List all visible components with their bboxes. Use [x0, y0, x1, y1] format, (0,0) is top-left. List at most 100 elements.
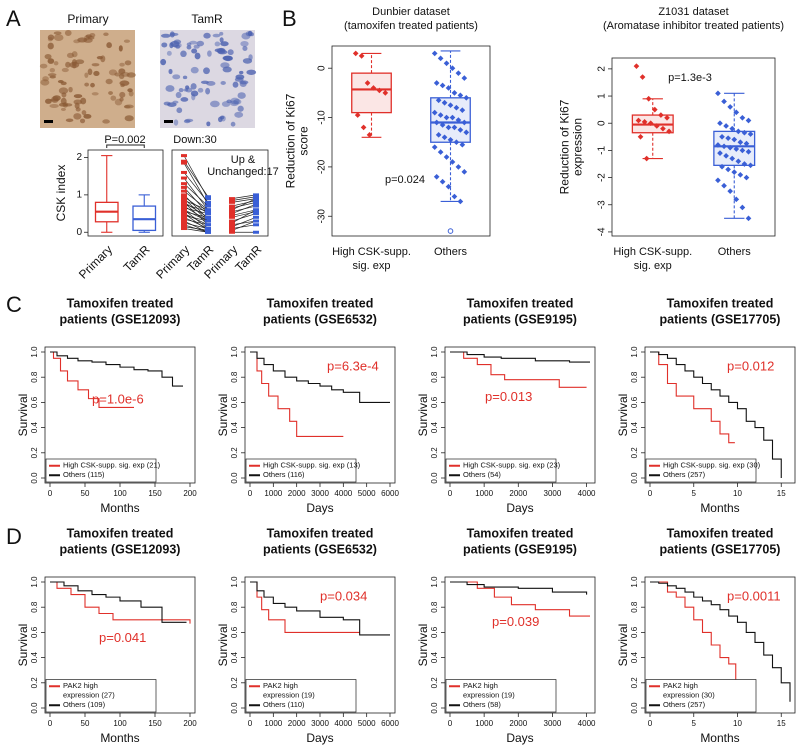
nucleus — [166, 50, 172, 56]
nucleus — [123, 39, 130, 43]
x-tick-label: 4000 — [334, 719, 352, 728]
nucleus — [49, 103, 59, 109]
pair-line — [183, 215, 209, 222]
y-tick-label: 0.6 — [30, 396, 39, 408]
legend-label: PAK2 high — [263, 681, 298, 690]
data-point — [725, 166, 731, 173]
nucleus — [114, 98, 123, 106]
survival-curve — [450, 351, 590, 363]
survival-curve — [50, 581, 187, 623]
x-tick-label: TamR — [121, 242, 153, 274]
nucleus — [230, 97, 240, 105]
data-point — [745, 215, 752, 222]
data-point — [651, 106, 658, 113]
legend-box — [45, 458, 157, 483]
pair-line — [231, 211, 257, 218]
data-point — [721, 143, 727, 150]
nucleus — [189, 40, 198, 45]
point-before — [229, 212, 235, 216]
y-tick-label: 0.6 — [230, 396, 239, 408]
x-tick-label: 2000 — [509, 719, 527, 728]
data-point — [719, 163, 725, 170]
nucleus — [77, 37, 88, 43]
y-tick-label: 0.2 — [230, 677, 239, 689]
data-point — [443, 154, 450, 160]
x-tick-label: 0 — [48, 719, 53, 728]
x-tick-label: 2000 — [288, 719, 306, 728]
nucleus — [203, 32, 211, 39]
nucleus — [209, 100, 220, 108]
x-tick-label: Others — [434, 246, 468, 258]
data-point — [463, 129, 470, 136]
outlier — [447, 228, 454, 234]
data-point — [715, 142, 721, 148]
x-tick-label: 0 — [648, 719, 653, 728]
x-tick-label: 150 — [148, 719, 162, 728]
nucleus — [194, 52, 201, 60]
nucleus — [58, 87, 69, 95]
pair-line — [183, 222, 209, 229]
x-tick-label: 0 — [448, 719, 453, 728]
x-tick-label: High CSK-supp. — [332, 246, 411, 258]
nucleus — [127, 88, 133, 93]
y-tick-label: 2 — [76, 152, 82, 163]
nucleus — [58, 102, 68, 107]
pair-line — [183, 183, 209, 207]
chart-title: patients (GSE9195) — [463, 312, 577, 326]
point-after — [253, 197, 259, 201]
point-before — [181, 225, 187, 229]
legend-label: High CSK-supp. sig. exp (23) — [463, 461, 561, 470]
data-point — [666, 128, 672, 135]
data-point — [437, 55, 444, 62]
data-point — [745, 148, 752, 155]
pair-line — [231, 203, 257, 214]
y-axis-label: Survival — [16, 394, 30, 437]
nucleus — [60, 107, 66, 111]
y-axis-label: Survival — [216, 394, 230, 437]
plot-frame — [87, 149, 164, 237]
y-tick-label: 1 — [597, 93, 608, 99]
survival-curve — [50, 351, 183, 387]
x-tick-label: sig. exp — [353, 260, 391, 272]
y-tick-label: 0 — [597, 120, 608, 126]
nucleus — [114, 72, 121, 77]
nucleus — [183, 119, 191, 124]
data-point — [453, 104, 460, 111]
point-before — [181, 193, 187, 197]
nucleus — [87, 36, 95, 40]
data-point — [733, 196, 740, 203]
chart-title: patients (GSE17705) — [660, 542, 781, 556]
data-point — [733, 109, 740, 116]
pair-line — [231, 209, 257, 216]
y-tick-label: 0.0 — [30, 702, 39, 714]
data-point — [354, 112, 361, 118]
data-point — [459, 107, 466, 113]
legend-label: Others (110) — [263, 700, 305, 709]
y-tick-label: 0.6 — [430, 396, 439, 408]
point-after — [205, 228, 211, 232]
nucleus — [53, 31, 62, 35]
y-axis-label: score — [297, 126, 311, 156]
y-tick-label: 0.4 — [430, 651, 439, 663]
pair-line — [183, 190, 209, 211]
survival-curve — [650, 581, 737, 708]
point-before — [181, 223, 187, 227]
y-tick-label: 1.0 — [30, 576, 39, 588]
y-axis-label: Survival — [16, 624, 30, 667]
legend-box — [245, 458, 357, 483]
nucleus — [168, 68, 173, 75]
data-point — [370, 85, 377, 91]
data-point — [739, 204, 746, 211]
y-tick-label: -3 — [597, 200, 608, 209]
chart-title: (Aromatase inhibitor treated patients) — [603, 20, 784, 32]
data-point — [443, 114, 450, 121]
y-tick-label: 0 — [76, 227, 82, 238]
plot-frame — [644, 346, 796, 484]
nucleus — [47, 34, 55, 41]
chart-title: patients (GSE17705) — [660, 312, 781, 326]
nucleus — [42, 76, 49, 82]
chart-title: Tamoxifen treated — [467, 296, 574, 310]
nucleus — [182, 75, 188, 80]
nucleus — [90, 82, 95, 88]
pair-line — [183, 209, 209, 222]
